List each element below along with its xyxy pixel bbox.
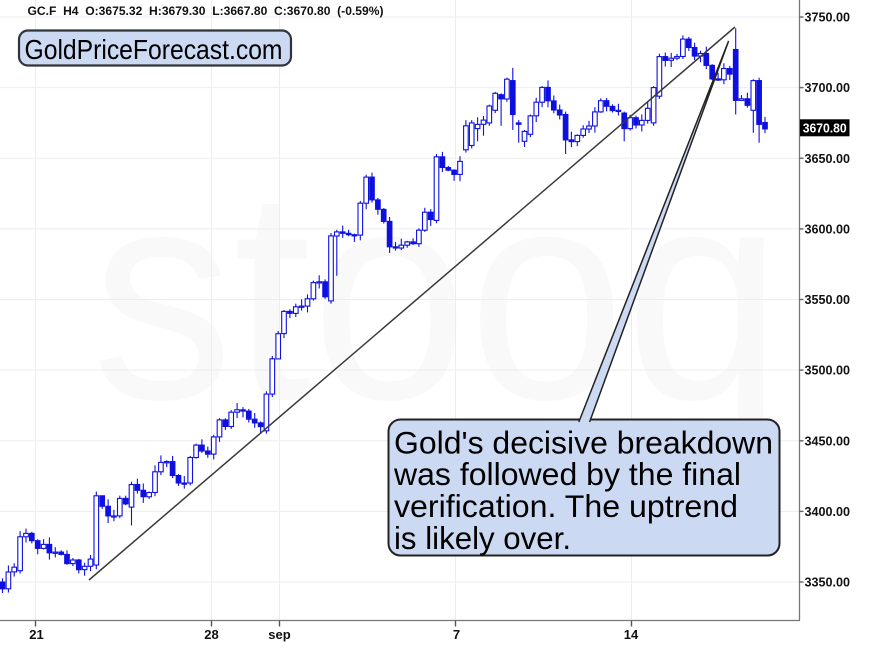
svg-text:3350.00: 3350.00: [805, 575, 851, 590]
svg-text:14: 14: [624, 627, 639, 642]
svg-text:3400.00: 3400.00: [805, 504, 851, 519]
svg-text:28: 28: [204, 627, 218, 642]
svg-text:3450.00: 3450.00: [805, 433, 851, 448]
svg-text:3650.00: 3650.00: [805, 151, 851, 166]
svg-text:3750.00: 3750.00: [805, 10, 851, 25]
svg-text:GC.F H4 O:3675.32 H:3679.30: GC.F H4 O:3675.32 H:3679.30 L:3667.80 C:…: [28, 4, 384, 18]
svg-text:is likely over.: is likely over.: [394, 521, 571, 556]
svg-text:3700.00: 3700.00: [805, 80, 851, 95]
svg-text:21: 21: [29, 627, 43, 642]
svg-text:3600.00: 3600.00: [805, 222, 851, 237]
svg-text:7: 7: [453, 627, 460, 642]
svg-text:was followed by the final: was followed by the final: [393, 457, 741, 492]
svg-text:3670.80: 3670.80: [803, 121, 847, 136]
svg-text:GoldPriceForecast.com: GoldPriceForecast.com: [25, 34, 283, 65]
svg-text:Gold's decisive breakdown: Gold's decisive breakdown: [394, 425, 773, 460]
svg-text:3500.00: 3500.00: [805, 363, 851, 378]
svg-text:verification. The uptrend: verification. The uptrend: [394, 489, 738, 524]
svg-text:3550.00: 3550.00: [805, 292, 851, 307]
svg-text:sep: sep: [268, 627, 290, 642]
